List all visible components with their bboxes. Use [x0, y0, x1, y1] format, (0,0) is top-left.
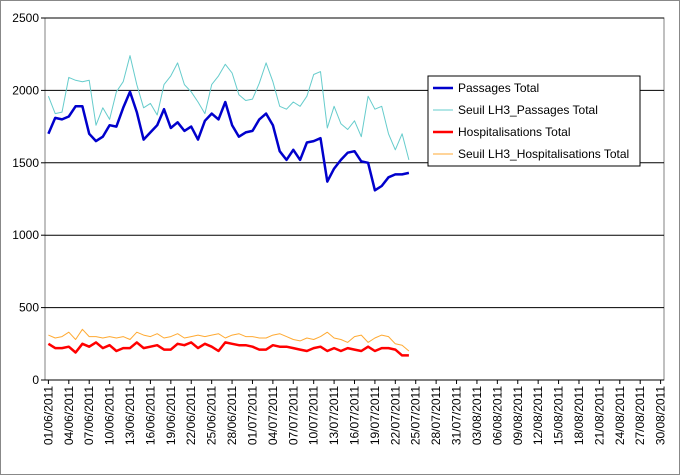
- x-tick-label: 16/06/2011: [143, 386, 157, 445]
- x-tick-label: 13/06/2011: [123, 386, 137, 445]
- x-tick-label: 25/07/2011: [409, 386, 423, 445]
- x-tick-label: 03/08/2011: [470, 386, 484, 445]
- x-tick-label: 19/06/2011: [164, 386, 178, 445]
- x-tick-label: 25/06/2011: [205, 386, 219, 445]
- x-tick-label: 07/07/2011: [286, 386, 300, 445]
- x-tick-label: 19/07/2011: [368, 386, 382, 445]
- x-tick-label: 04/06/2011: [62, 386, 76, 445]
- y-tick-label: 2000: [12, 83, 39, 97]
- x-tick-label: 30/08/2011: [654, 386, 668, 445]
- x-tick-label: 21/08/2011: [592, 386, 606, 445]
- x-tick-label: 27/08/2011: [633, 386, 647, 445]
- x-tick-label: 22/07/2011: [388, 386, 402, 445]
- x-tick-label: 12/08/2011: [531, 386, 545, 445]
- x-tick-label: 16/07/2011: [348, 386, 362, 445]
- x-tick-label: 28/07/2011: [429, 386, 443, 445]
- x-tick-label: 10/06/2011: [103, 386, 117, 445]
- legend-label: Passages Total: [458, 81, 539, 95]
- legend-box: [427, 75, 641, 167]
- legend-label: Seuil LH3_Passages Total: [458, 103, 598, 117]
- series-line: [47, 90, 410, 192]
- x-tick-label: 31/07/2011: [450, 386, 464, 445]
- series-line: [47, 341, 409, 357]
- x-tick-label: 07/06/2011: [82, 386, 96, 445]
- x-tick-label: 28/06/2011: [225, 386, 239, 445]
- y-tick-label: 0: [32, 373, 39, 387]
- x-tick-label: 15/08/2011: [552, 386, 566, 445]
- x-tick-label: 01/06/2011: [41, 386, 55, 445]
- x-tick-label: 13/07/2011: [327, 386, 341, 445]
- x-tick-label: 24/08/2011: [613, 386, 627, 445]
- y-tick-label: 1000: [12, 228, 39, 242]
- x-tick-label: 06/08/2011: [490, 386, 504, 445]
- plot-area: [44, 17, 665, 381]
- series-line: [48, 328, 410, 352]
- x-tick-label: 10/07/2011: [307, 386, 321, 445]
- legend-label: Seuil LH3_Hospitalisations Total: [458, 147, 629, 161]
- x-tick-label: 04/07/2011: [266, 386, 280, 445]
- y-tick-label: 1500: [12, 156, 39, 170]
- x-tick-label: 18/08/2011: [572, 386, 586, 445]
- y-tick-label: 2500: [12, 11, 39, 25]
- x-tick-label: 09/08/2011: [511, 386, 525, 445]
- legend-label: Hospitalisations Total: [458, 125, 571, 139]
- y-tick-label: 500: [19, 301, 39, 315]
- x-tick-label: 22/06/2011: [184, 386, 198, 445]
- series-line: [47, 55, 410, 161]
- x-tick-label: 01/07/2011: [245, 386, 259, 445]
